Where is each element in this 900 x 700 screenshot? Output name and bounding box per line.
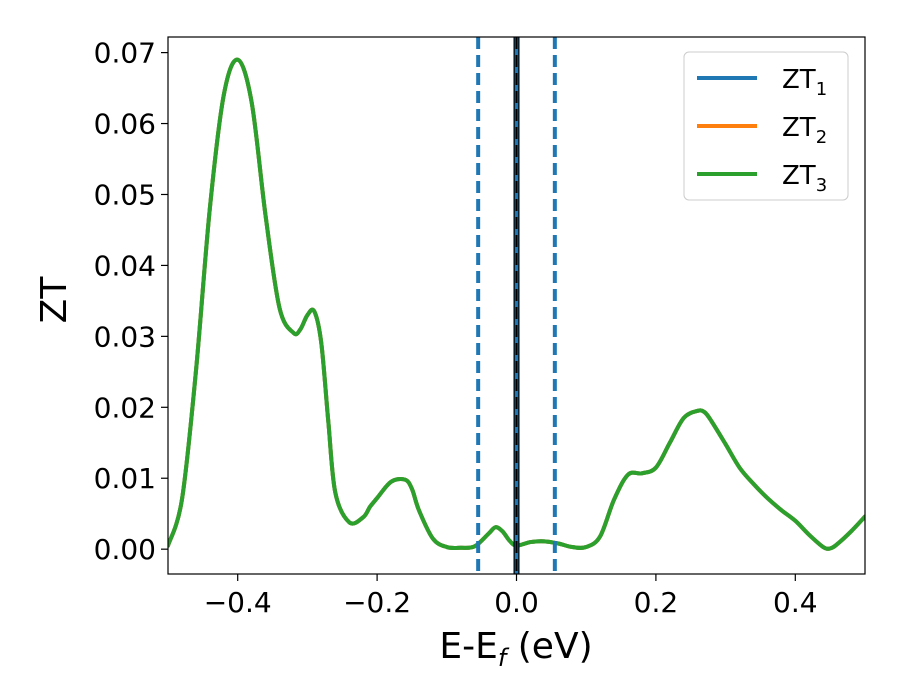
y-axis-ticks: 0.00 0.01 0.02 0.03 0.04 0.05 0.06 0.07 xyxy=(94,37,168,566)
x-axis-ticks: −0.4 −0.2 0.0 0.2 0.4 xyxy=(204,574,818,619)
reference-lines xyxy=(476,37,557,574)
legend-label: ZT3 xyxy=(782,161,827,196)
y-tick-label: 0.00 xyxy=(94,533,156,566)
series-line-zt3 xyxy=(168,57,865,551)
x-tick-label: −0.2 xyxy=(343,586,411,619)
x-tick-label: −0.4 xyxy=(204,586,272,619)
x-tick-label: 0.2 xyxy=(634,586,679,619)
y-tick-label: 0.03 xyxy=(94,320,156,353)
legend-items: ZT1 ZT2 ZT3 xyxy=(697,65,827,196)
y-tick-label: 0.07 xyxy=(94,37,156,70)
x-axis-label-unit: (eV) xyxy=(506,626,592,667)
x-tick-label: 0.4 xyxy=(773,586,818,619)
legend-label: ZT1 xyxy=(782,65,827,100)
plot-area xyxy=(168,37,865,574)
legend-label: ZT2 xyxy=(782,113,827,148)
x-tick-label: 0.0 xyxy=(494,586,539,619)
y-tick-label: 0.05 xyxy=(94,178,156,211)
y-axis-label: ZT xyxy=(34,276,75,324)
legend-box xyxy=(683,51,849,201)
x-axis-label-main: E-E xyxy=(439,626,497,667)
x-axis-label: E-Ef (eV) xyxy=(439,626,592,672)
y-tick-label: 0.01 xyxy=(94,462,156,495)
y-tick-label: 0.06 xyxy=(94,108,156,141)
y-tick-label: 0.04 xyxy=(94,249,156,282)
y-tick-label: 0.02 xyxy=(94,391,156,424)
legend: ZT1 ZT2 ZT3 xyxy=(683,51,849,201)
series-layer xyxy=(168,57,865,551)
